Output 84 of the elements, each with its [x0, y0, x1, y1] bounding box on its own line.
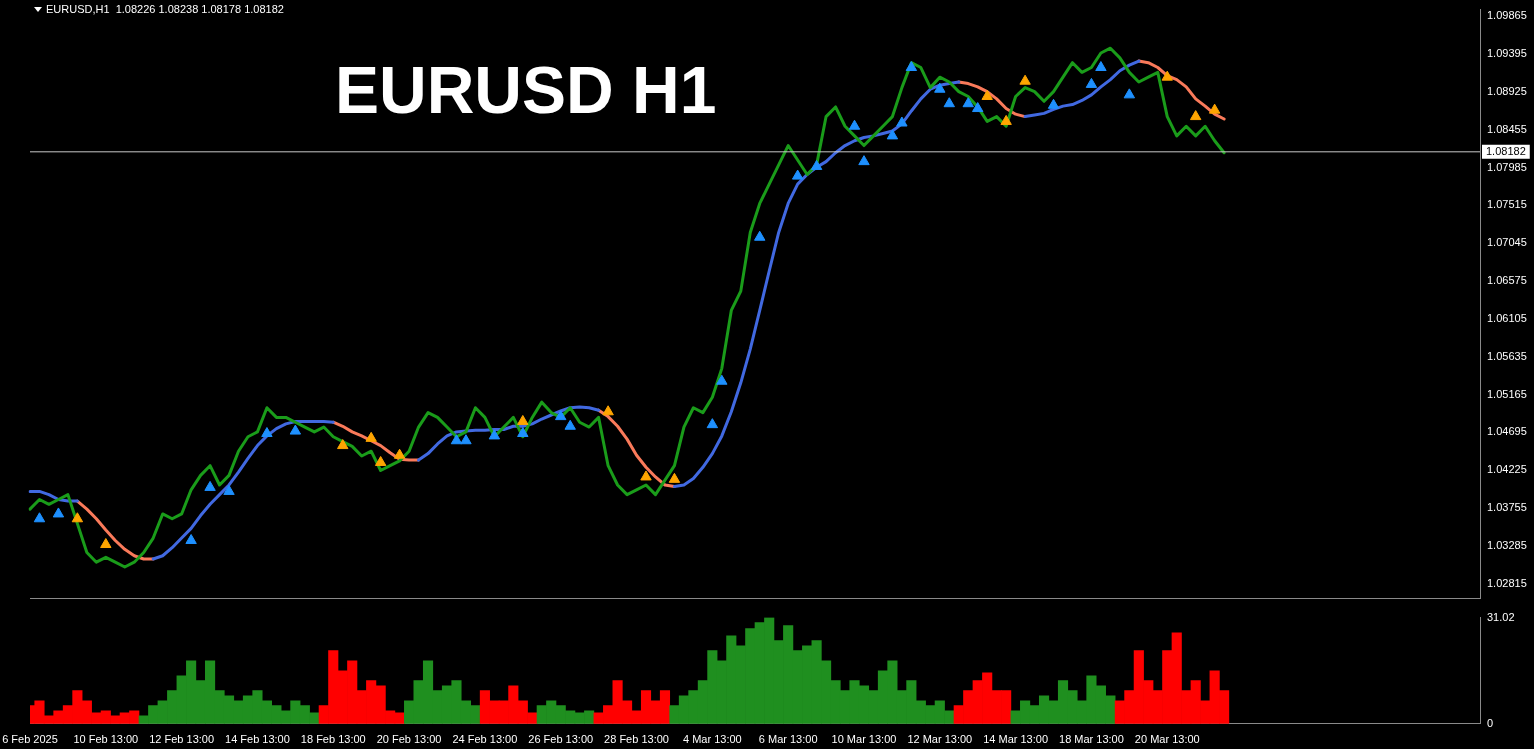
point — [896, 116, 908, 127]
point — [706, 418, 719, 429]
point — [71, 512, 84, 523]
point — [100, 538, 112, 549]
y-tick-label: 1.04695 — [1487, 425, 1527, 438]
y-tick-label: 1.06575 — [1487, 274, 1527, 287]
point — [33, 512, 46, 523]
y-tick-label: 1.07515 — [1487, 198, 1527, 211]
point — [1095, 61, 1107, 72]
point — [1189, 110, 1202, 121]
chart-subtitle: EURUSD,H1 1.08226 1.08238 1.08178 1.08182 — [46, 3, 284, 15]
y-tick-label: 1.07985 — [1487, 160, 1527, 173]
point — [716, 374, 728, 385]
text: EURUSD H1 — [335, 52, 717, 128]
y-tick-label: 1.03755 — [1487, 500, 1527, 513]
point — [934, 82, 946, 93]
y-tick-label: 31.02 — [1487, 610, 1515, 623]
x-tick-label: 10 Mar 13:00 — [831, 733, 897, 746]
x-tick-label: 6 Mar 13:00 — [758, 733, 818, 746]
y-tick-label: 1.09865 — [1487, 9, 1527, 22]
y-tick-label: 1.03285 — [1487, 538, 1527, 551]
y-tick-label: 1.09395 — [1487, 47, 1527, 60]
x-tick-label: 18 Feb 13:00 — [300, 733, 366, 746]
x-tick-label: 20 Mar 13:00 — [1134, 733, 1200, 746]
point — [886, 129, 899, 140]
point — [972, 102, 984, 113]
x-tick-label: 4 Mar 13:00 — [683, 733, 742, 746]
point — [1019, 74, 1031, 85]
y-tick-label: 1.04225 — [1487, 463, 1527, 476]
point — [602, 405, 614, 416]
y-tick-label: 1.05635 — [1487, 349, 1527, 362]
point — [1208, 103, 1221, 114]
point — [1161, 70, 1173, 81]
point — [640, 470, 652, 481]
point — [365, 431, 377, 442]
point — [1123, 88, 1136, 99]
point — [223, 484, 235, 495]
y-tick-label: 1.06105 — [1487, 311, 1527, 324]
point — [848, 119, 861, 130]
point — [488, 429, 501, 440]
x-tick-label: 28 Feb 13:00 — [604, 733, 669, 746]
point — [289, 424, 302, 435]
point — [337, 439, 349, 450]
y-tick-label: 0 — [1487, 716, 1494, 729]
point — [450, 434, 463, 445]
point — [943, 97, 955, 108]
point — [858, 155, 870, 166]
x-tick-label: 26 Feb 13:00 — [528, 733, 594, 746]
x-tick-label: 6 Feb 2025 — [2, 733, 58, 746]
y-tick-label: 1.02815 — [1487, 576, 1527, 589]
point — [754, 230, 766, 241]
x-tick-label: 24 Feb 13:00 — [452, 733, 518, 746]
point — [564, 419, 576, 430]
point — [555, 410, 567, 421]
point — [261, 427, 273, 437]
point — [1000, 114, 1012, 125]
point — [1047, 98, 1060, 109]
y-tick-label: 1.08925 — [1487, 85, 1527, 98]
x-tick-label: 12 Feb 13:00 — [149, 733, 215, 746]
point — [517, 427, 529, 437]
point — [668, 472, 681, 483]
point — [460, 434, 472, 445]
point — [204, 480, 216, 491]
point — [981, 89, 993, 100]
y-tick-label: 1.08455 — [1487, 122, 1527, 135]
x-tick-label: 14 Mar 13:00 — [983, 733, 1049, 746]
x-tick-label: 18 Mar 13:00 — [1059, 733, 1124, 746]
point — [810, 159, 823, 170]
point — [962, 97, 974, 108]
x-tick-label: 14 Feb 13:00 — [225, 733, 290, 746]
point — [1085, 77, 1098, 88]
point — [393, 448, 406, 459]
point — [374, 455, 387, 466]
point — [517, 414, 529, 425]
x-tick-label: 10 Feb 13:00 — [73, 733, 139, 746]
x-tick-label: 20 Feb 13:00 — [376, 733, 442, 746]
x-tick-label: 12 Mar 13:00 — [907, 733, 973, 746]
ref-line-label: 1.08182 — [1486, 144, 1526, 157]
y-tick-label: 1.05165 — [1487, 387, 1527, 400]
point — [791, 169, 804, 180]
point — [905, 61, 918, 72]
point — [52, 507, 65, 518]
point — [185, 533, 197, 544]
y-tick-label: 1.07045 — [1487, 236, 1527, 249]
